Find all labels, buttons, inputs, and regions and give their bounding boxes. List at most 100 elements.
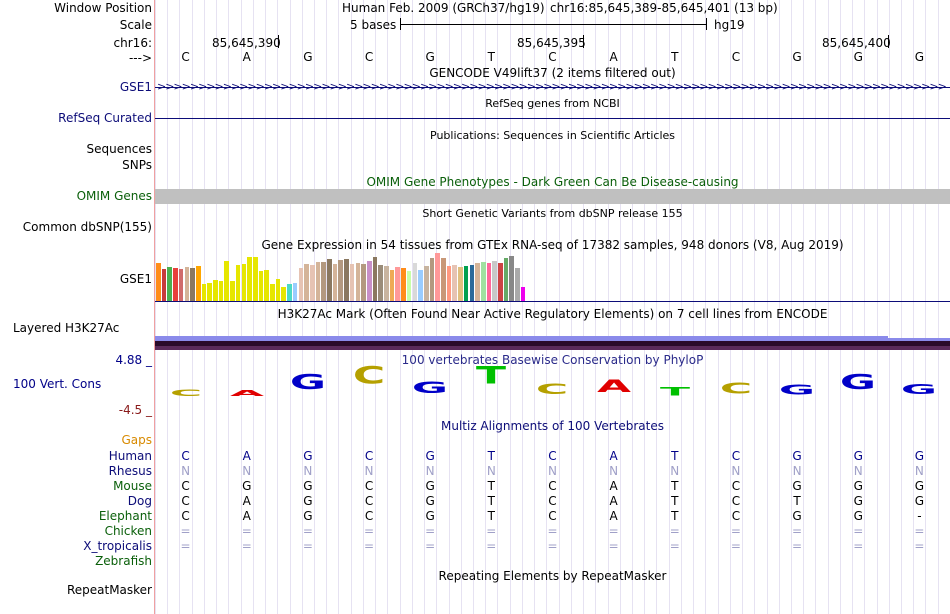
gencode-gene-line[interactable] [155, 87, 950, 88]
gtex-tissue-bar[interactable] [498, 263, 503, 301]
gtex-tissue-bar[interactable] [218, 281, 224, 301]
gencode-track-title[interactable]: GENCODE V49lift37 (2 items filtered out) [429, 66, 676, 80]
gtex-tissue-bar[interactable] [230, 281, 235, 301]
gtex-tissue-bar[interactable] [389, 270, 395, 301]
gtex-tissue-bar[interactable] [264, 270, 269, 301]
gtex-expression-chart[interactable] [156, 253, 556, 301]
gtex-tissue-bar[interactable] [486, 263, 492, 301]
species-label[interactable]: Chicken [104, 524, 152, 538]
gtex-tissue-bar[interactable] [446, 266, 452, 301]
gtex-tissue-bar[interactable] [275, 279, 281, 301]
gtex-tissue-bar[interactable] [406, 271, 412, 301]
species-label[interactable]: Mouse [113, 479, 152, 493]
label-sequences[interactable]: Sequences [86, 142, 152, 156]
label-refseq-curated[interactable]: RefSeq Curated [58, 111, 152, 125]
h3k27ac-signal-bottom[interactable] [155, 346, 950, 350]
gtex-tissue-bar[interactable] [361, 264, 366, 301]
h3k27ac-signal-top-right[interactable] [888, 338, 950, 343]
gtex-tissue-bar[interactable] [327, 259, 332, 301]
gtex-tissue-bar[interactable] [480, 262, 486, 301]
gtex-tissue-bar[interactable] [287, 284, 292, 301]
publications-track-title[interactable]: Publications: Sequences in Scientific Ar… [430, 129, 675, 142]
label-omim-genes[interactable]: OMIM Genes [76, 189, 152, 203]
gtex-tissue-bar[interactable] [435, 253, 440, 301]
gtex-tissue-bar[interactable] [184, 267, 190, 301]
gtex-tissue-bar[interactable] [332, 264, 338, 301]
gtex-tissue-bar[interactable] [475, 263, 480, 301]
gtex-tissue-bar[interactable] [309, 265, 315, 301]
gtex-tissue-bar[interactable] [458, 267, 463, 301]
gtex-tissue-bar[interactable] [190, 268, 195, 301]
gtex-tissue-bar[interactable] [441, 258, 446, 301]
gtex-tissue-bar[interactable] [235, 265, 241, 301]
gtex-tissue-bar[interactable] [355, 263, 361, 301]
h3k27ac-signal-top[interactable] [155, 336, 888, 341]
repeatmasker-track-title[interactable]: Repeating Elements by RepeatMasker [438, 569, 667, 583]
gtex-tissue-bar[interactable] [173, 268, 178, 301]
label-gtex-gene[interactable]: GSE1 [119, 272, 152, 286]
phylop-track-title[interactable]: 100 vertebrates Basewise Conservation by… [401, 353, 704, 367]
label-gaps[interactable]: Gaps [121, 433, 152, 447]
gtex-tissue-bar[interactable] [515, 268, 520, 301]
species-label[interactable]: Dog [127, 494, 152, 508]
refseq-gene-line[interactable] [155, 118, 950, 119]
label-repeatmasker[interactable]: RepeatMasker [66, 583, 152, 597]
gtex-tissue-bar[interactable] [270, 284, 275, 301]
gtex-tissue-bar[interactable] [178, 269, 184, 301]
gtex-tissue-bar[interactable] [378, 265, 383, 301]
gtex-tissue-bar[interactable] [224, 261, 230, 301]
species-label[interactable]: X_tropicalis [83, 539, 152, 553]
gtex-tissue-bar[interactable] [452, 265, 458, 301]
h3k27ac-signal-band[interactable] [155, 341, 950, 346]
multiz-track-title[interactable]: Multiz Alignments of 100 Vertebrates [440, 419, 665, 433]
gtex-tissue-bar[interactable] [509, 256, 515, 301]
h3k27ac-track-title[interactable]: H3K27Ac Mark (Often Found Near Active Re… [277, 307, 828, 321]
gtex-tissue-bar[interactable] [292, 283, 298, 301]
gtex-tissue-bar[interactable] [429, 258, 435, 301]
label-100-vert-cons[interactable]: 100 Vert. Cons [13, 377, 102, 391]
gtex-tissue-bar[interactable] [281, 287, 287, 301]
species-label[interactable]: Elephant [98, 509, 152, 523]
refseq-track-title[interactable]: RefSeq genes from NCBI [485, 97, 620, 110]
gtex-tissue-bar[interactable] [252, 257, 258, 301]
gtex-tissue-bar[interactable] [195, 266, 201, 301]
gtex-tissue-bar[interactable] [344, 259, 349, 301]
gtex-tissue-bar[interactable] [503, 258, 509, 301]
gtex-tissue-bar[interactable] [520, 287, 526, 301]
label-common-dbsnp[interactable]: Common dbSNP(155) [22, 220, 152, 234]
species-label[interactable]: Human [108, 449, 152, 463]
gtex-tissue-bar[interactable] [258, 271, 264, 301]
gtex-tissue-bar[interactable] [241, 264, 247, 301]
gtex-track-title[interactable]: Gene Expression in 54 tissues from GTEx … [261, 238, 844, 252]
gtex-tissue-bar[interactable] [161, 269, 167, 301]
label-gencode-gene[interactable]: GSE1 [119, 80, 152, 94]
gtex-tissue-bar[interactable] [167, 267, 173, 301]
label-layered-h3k27ac[interactable]: Layered H3K27Ac [13, 321, 120, 335]
gtex-tissue-bar[interactable] [412, 263, 418, 301]
gtex-tissue-bar[interactable] [395, 267, 401, 301]
species-label[interactable]: Rhesus [108, 464, 152, 478]
gtex-tissue-bar[interactable] [247, 257, 252, 301]
gtex-tissue-bar[interactable] [492, 261, 497, 301]
omim-track-title[interactable]: OMIM Gene Phenotypes - Dark Green Can Be… [366, 175, 739, 189]
gtex-tissue-bar[interactable] [418, 270, 423, 301]
gtex-tissue-bar[interactable] [384, 266, 389, 301]
omim-gene-bar[interactable] [155, 189, 950, 204]
gtex-tissue-bar[interactable] [207, 283, 212, 301]
gtex-tissue-bar[interactable] [463, 266, 469, 301]
dbsnp-track-title[interactable]: Short Genetic Variants from dbSNP releas… [422, 207, 683, 220]
gtex-tissue-bar[interactable] [469, 265, 475, 301]
gtex-tissue-bar[interactable] [156, 263, 161, 301]
gtex-tissue-bar[interactable] [304, 264, 309, 301]
gtex-tissue-bar[interactable] [298, 268, 304, 301]
gtex-tissue-bar[interactable] [321, 262, 326, 301]
gtex-tissue-bar[interactable] [372, 257, 378, 301]
gtex-tissue-bar[interactable] [349, 264, 355, 301]
gtex-tissue-bar[interactable] [423, 266, 429, 301]
species-label[interactable]: Zebrafish [95, 554, 152, 568]
gtex-tissue-bar[interactable] [366, 261, 372, 301]
gtex-tissue-bar[interactable] [201, 284, 207, 301]
gtex-tissue-bar[interactable] [315, 262, 321, 301]
label-snps[interactable]: SNPs [122, 158, 152, 172]
label-strand-arrow[interactable]: ---> [128, 51, 152, 65]
